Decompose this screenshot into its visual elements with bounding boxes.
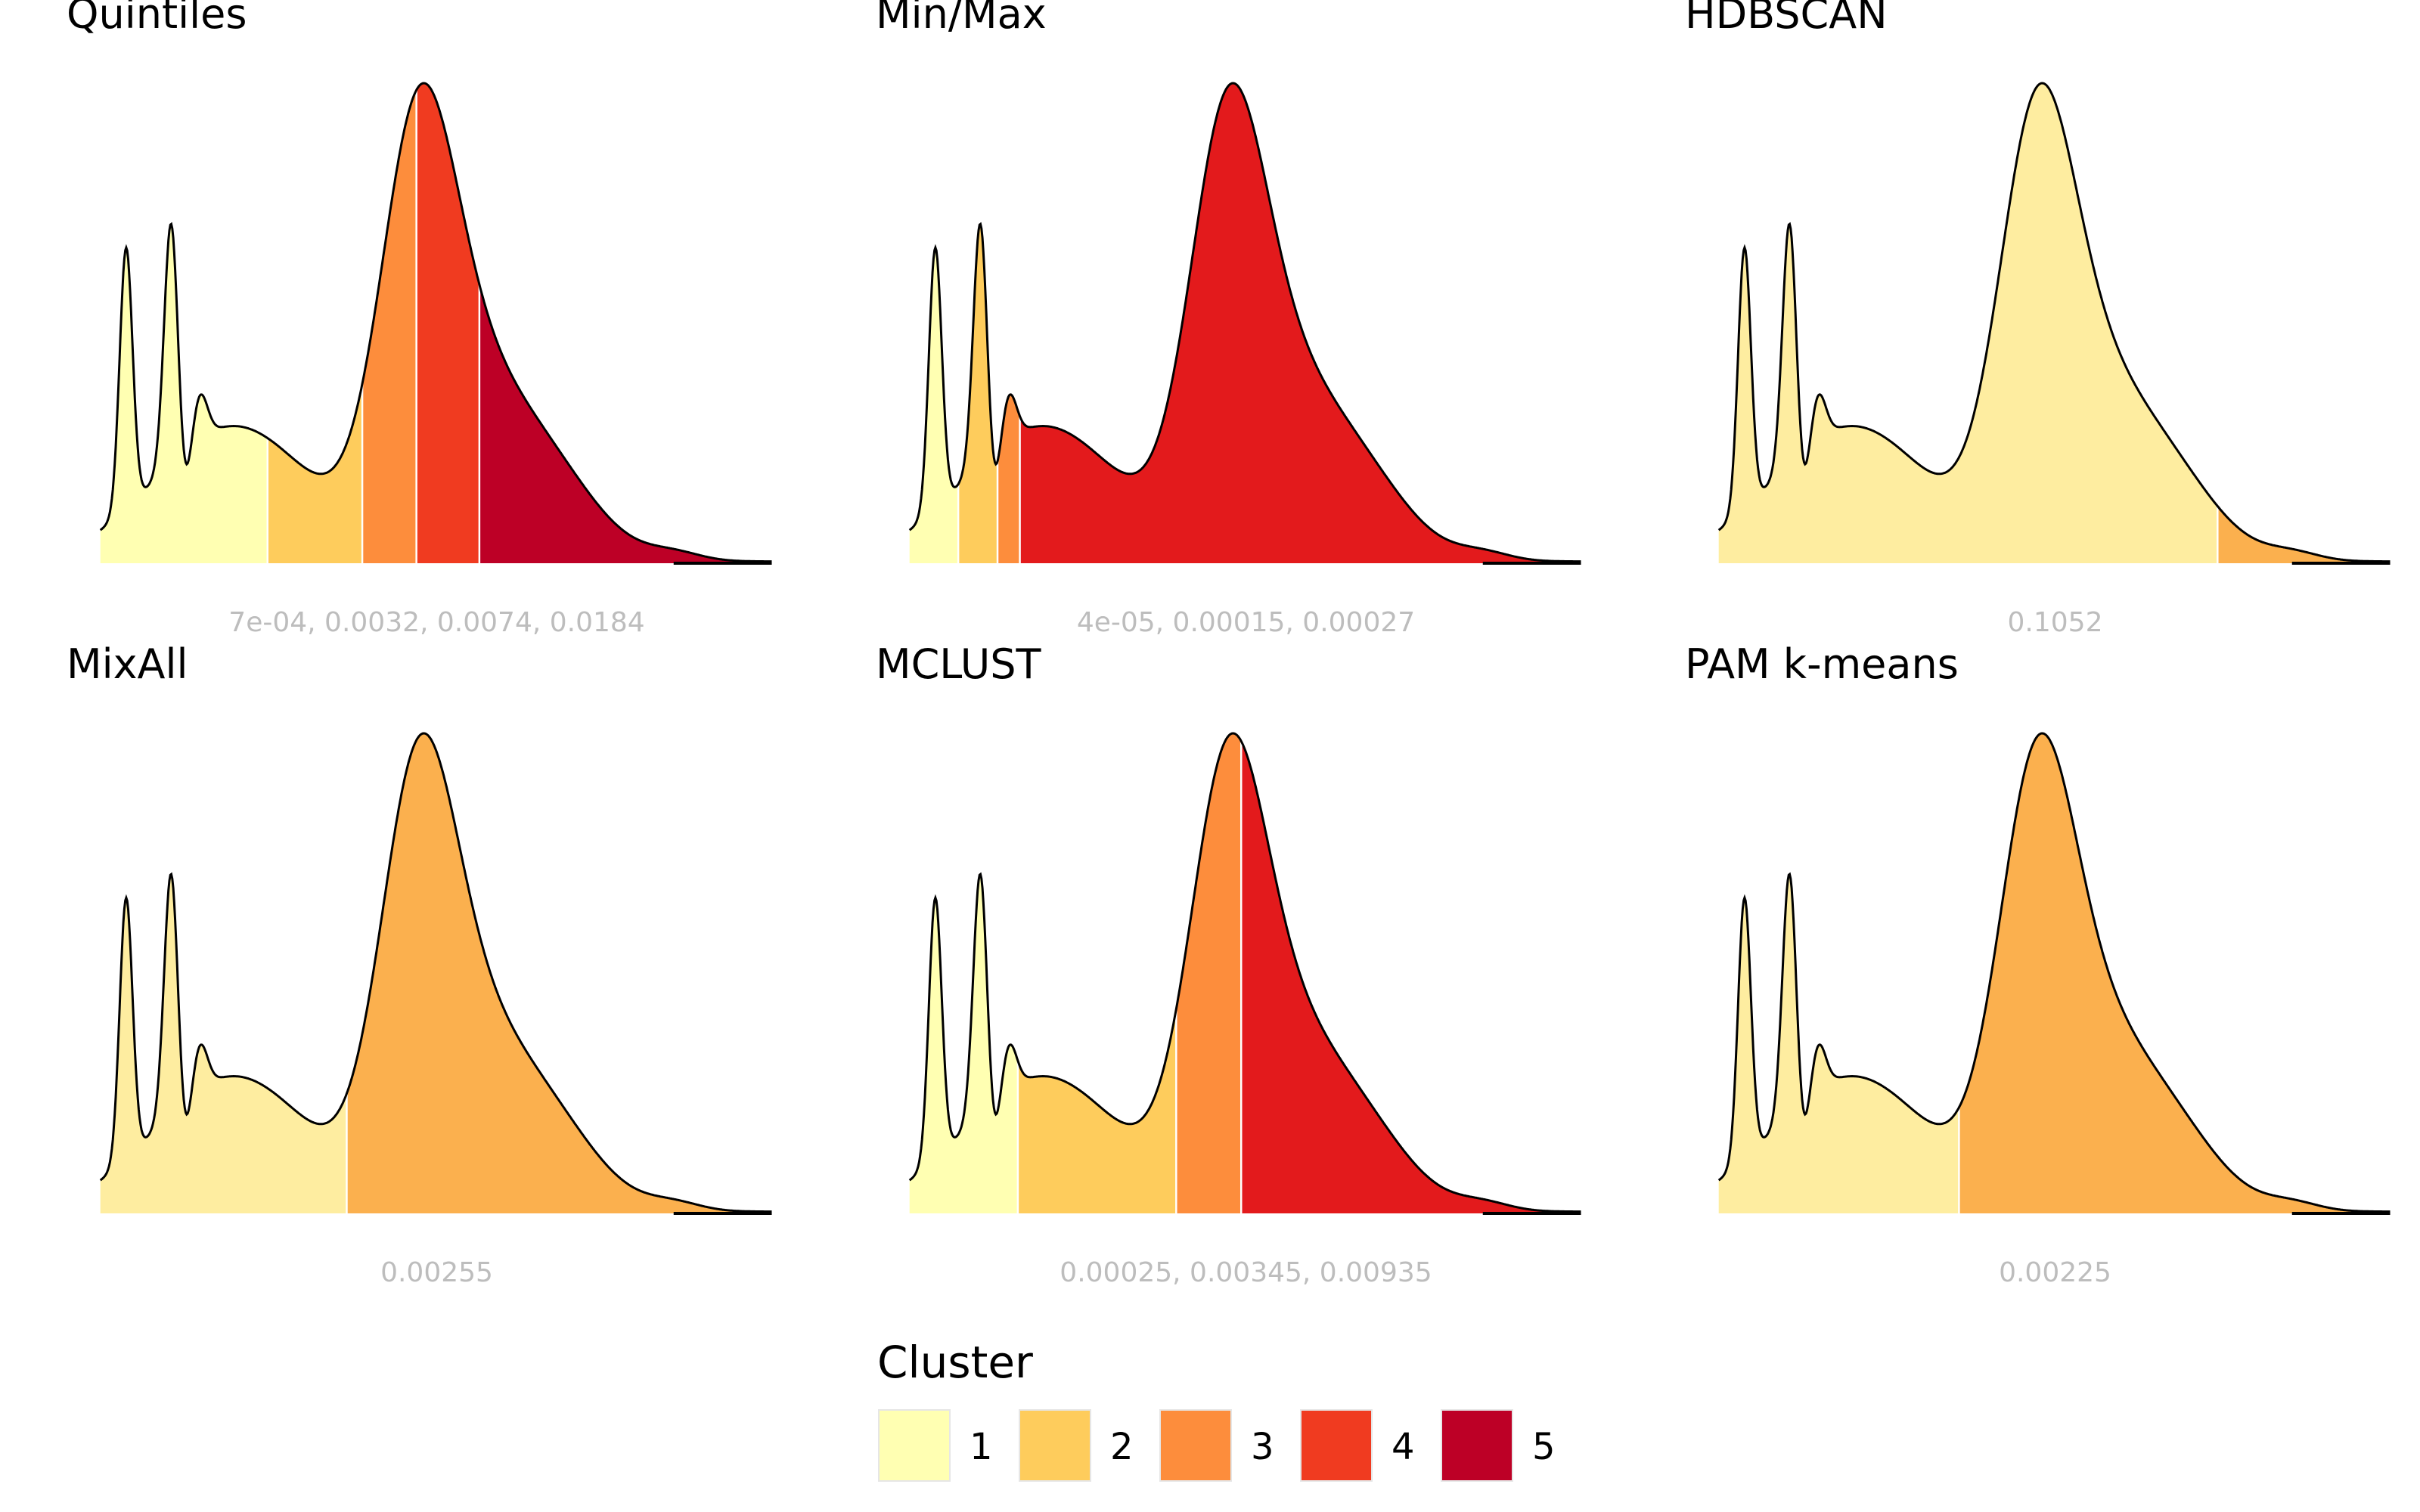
cluster-segment-2 (1959, 733, 2391, 1213)
breaks-label: 0.1052 (2008, 607, 2103, 638)
legend-item-1: 1 (878, 1409, 993, 1482)
legend-swatch (1159, 1409, 1232, 1482)
cluster-segment-1 (909, 247, 959, 563)
density-curve (99, 732, 772, 1213)
legend-label: 3 (1251, 1426, 1274, 1468)
breaks-label: 7e-04, 0.0032, 0.0074, 0.0184 (228, 607, 644, 638)
legend-swatch (1441, 1409, 1513, 1482)
panel-mclust: MCLUST 0.00025, 0.00345, 0.00935 (876, 640, 1581, 1288)
density-curve (1717, 82, 2391, 563)
cluster-segment-2 (1017, 1009, 1177, 1213)
breaks-label: 4e-05, 0.00015, 0.00027 (1077, 607, 1415, 638)
panel-min-max: Min/Max 4e-05, 0.00015, 0.00027 (876, 0, 1581, 638)
legend-item-4: 4 (1300, 1409, 1415, 1482)
panel-title: HDBSCAN (1685, 0, 1888, 38)
legend-item-5: 5 (1441, 1409, 1556, 1482)
legend-item-2: 2 (1019, 1409, 1134, 1482)
legend-item-3: 3 (1159, 1409, 1274, 1482)
cluster-segment-4 (416, 83, 479, 563)
cluster-segment-1 (100, 874, 347, 1213)
density-curve (1717, 732, 2391, 1213)
panel-pam-k-means: PAM k-means 0.00225 (1685, 640, 2391, 1288)
panel-hdbscan: HDBSCAN 0.1052 (1685, 0, 2391, 638)
cluster-segment-1 (1718, 874, 1959, 1213)
legend-label: 1 (970, 1426, 993, 1468)
panel-title: Min/Max (876, 0, 1047, 38)
legend-swatch (878, 1409, 951, 1482)
cluster-segment-4 (1019, 83, 1581, 563)
breaks-label: 0.00255 (380, 1257, 493, 1288)
density-curve (99, 82, 772, 563)
density-curve (908, 82, 1581, 563)
cluster-segment-2 (958, 224, 997, 563)
cluster-segment-5 (479, 284, 772, 563)
cluster-segment-3 (997, 394, 1020, 563)
cluster-segment-2 (346, 733, 772, 1213)
cluster-segment-3 (362, 90, 417, 564)
legend-label: 2 (1110, 1426, 1134, 1468)
breaks-label: 0.00025, 0.00345, 0.00935 (1060, 1257, 1432, 1288)
panel-mixall: MixAll 0.00255 (67, 640, 772, 1288)
cluster-segment-1 (100, 224, 268, 563)
panel-quintiles: Quintiles 7e-04, 0.0032, 0.0074, 0.0184 (67, 0, 772, 638)
panel-title: MCLUST (876, 640, 1041, 688)
cluster-segment-1 (909, 874, 1018, 1213)
legend-swatch (1019, 1409, 1091, 1482)
cluster-segment-2 (2217, 506, 2391, 563)
density-curve (908, 732, 1581, 1213)
legend: Cluster 1 2 3 4 5 (877, 1337, 1556, 1482)
breaks-label: 0.00225 (1999, 1257, 2111, 1288)
legend-label: 5 (1532, 1426, 1556, 1468)
cluster-segment-3 (1176, 733, 1242, 1213)
legend-title: Cluster (877, 1337, 1033, 1388)
legend-swatch (1300, 1409, 1373, 1482)
panel-title: MixAll (67, 640, 188, 688)
cluster-segment-4 (1241, 741, 1581, 1213)
panel-title: Quintiles (67, 0, 247, 38)
legend-label: 4 (1392, 1426, 1415, 1468)
panel-title: PAM k-means (1685, 640, 1959, 688)
cluster-segment-1 (1718, 83, 2218, 563)
